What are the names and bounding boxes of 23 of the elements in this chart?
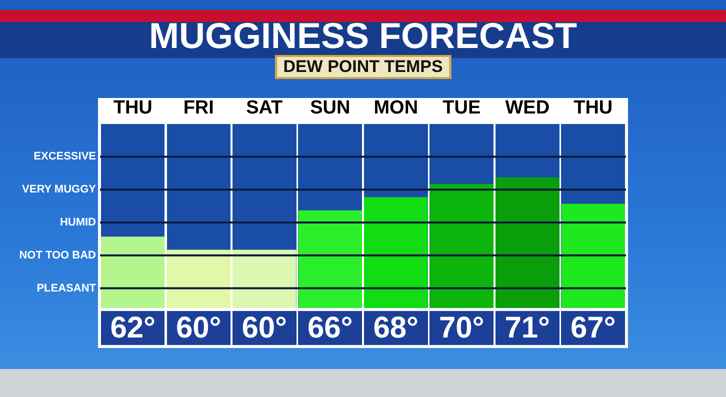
ref-line-label: EXCESSIVE: [34, 150, 96, 163]
data-label: 71°: [504, 311, 550, 344]
ref-line-label: VERY MUGGY: [22, 184, 97, 196]
x-tick-label: THU: [574, 98, 613, 119]
chart-title: MUGGINESS FORECAST: [148, 15, 578, 56]
data-label: 67°: [570, 311, 616, 344]
x-tick-label: THU: [113, 98, 152, 119]
x-tick-label: FRI: [183, 98, 214, 119]
data-label: 60°: [176, 311, 222, 344]
x-tick-label: SAT: [246, 98, 284, 119]
data-label: 62°: [110, 311, 156, 344]
x-tick-label: SUN: [310, 98, 350, 119]
x-tick-label: WED: [505, 98, 550, 119]
chart-subtitle: DEW POINT TEMPS: [275, 55, 451, 79]
data-label: 68°: [373, 311, 419, 344]
ref-line-label: NOT TOO BAD: [19, 249, 96, 262]
data-label: 66°: [307, 311, 353, 344]
ref-line-label: HUMID: [60, 216, 96, 229]
x-tick-label: MON: [374, 98, 418, 119]
data-label: 60°: [242, 311, 288, 344]
ref-line-label: PLEASANT: [36, 282, 96, 294]
x-tick-label: TUE: [442, 98, 481, 119]
data-label: 70°: [438, 311, 484, 344]
